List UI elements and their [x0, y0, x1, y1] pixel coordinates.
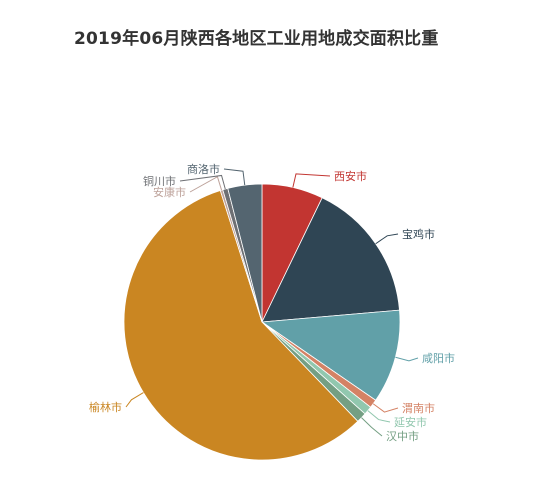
slice-label-7: 榆林市 [89, 400, 122, 414]
label-line-2 [375, 233, 399, 245]
slice-label-1: 西安市 [334, 169, 367, 183]
slice-label-2: 宝鸡市 [402, 227, 435, 241]
label-line-4 [372, 403, 399, 413]
label-line-7 [125, 392, 144, 408]
slice-label-9: 铜川市 [143, 174, 176, 188]
label-line-8 [189, 175, 223, 193]
pie-slice-2[interactable] [261, 197, 400, 323]
pie-slice-3[interactable] [260, 309, 401, 401]
slice-label-8: 安康市 [153, 185, 186, 199]
pie-slice-7[interactable] [123, 189, 359, 461]
pie-slice-10[interactable] [227, 183, 263, 323]
label-line-5 [367, 410, 391, 423]
label-line-9 [179, 174, 226, 190]
slice-label-3: 咸阳市 [422, 351, 455, 365]
slice-label-5: 延安市 [394, 415, 427, 429]
label-line-10 [223, 168, 246, 186]
chart-title: 2019年06月陕西各地区工业用地成交面积比重 [74, 29, 439, 49]
label-line-1 [292, 173, 331, 188]
label-line-6 [361, 417, 383, 437]
label-line-3 [395, 356, 419, 362]
slice-label-6: 汉中市 [386, 429, 419, 443]
slice-label-10: 商洛市 [187, 162, 220, 176]
slice-label-4: 渭南市 [402, 401, 435, 415]
